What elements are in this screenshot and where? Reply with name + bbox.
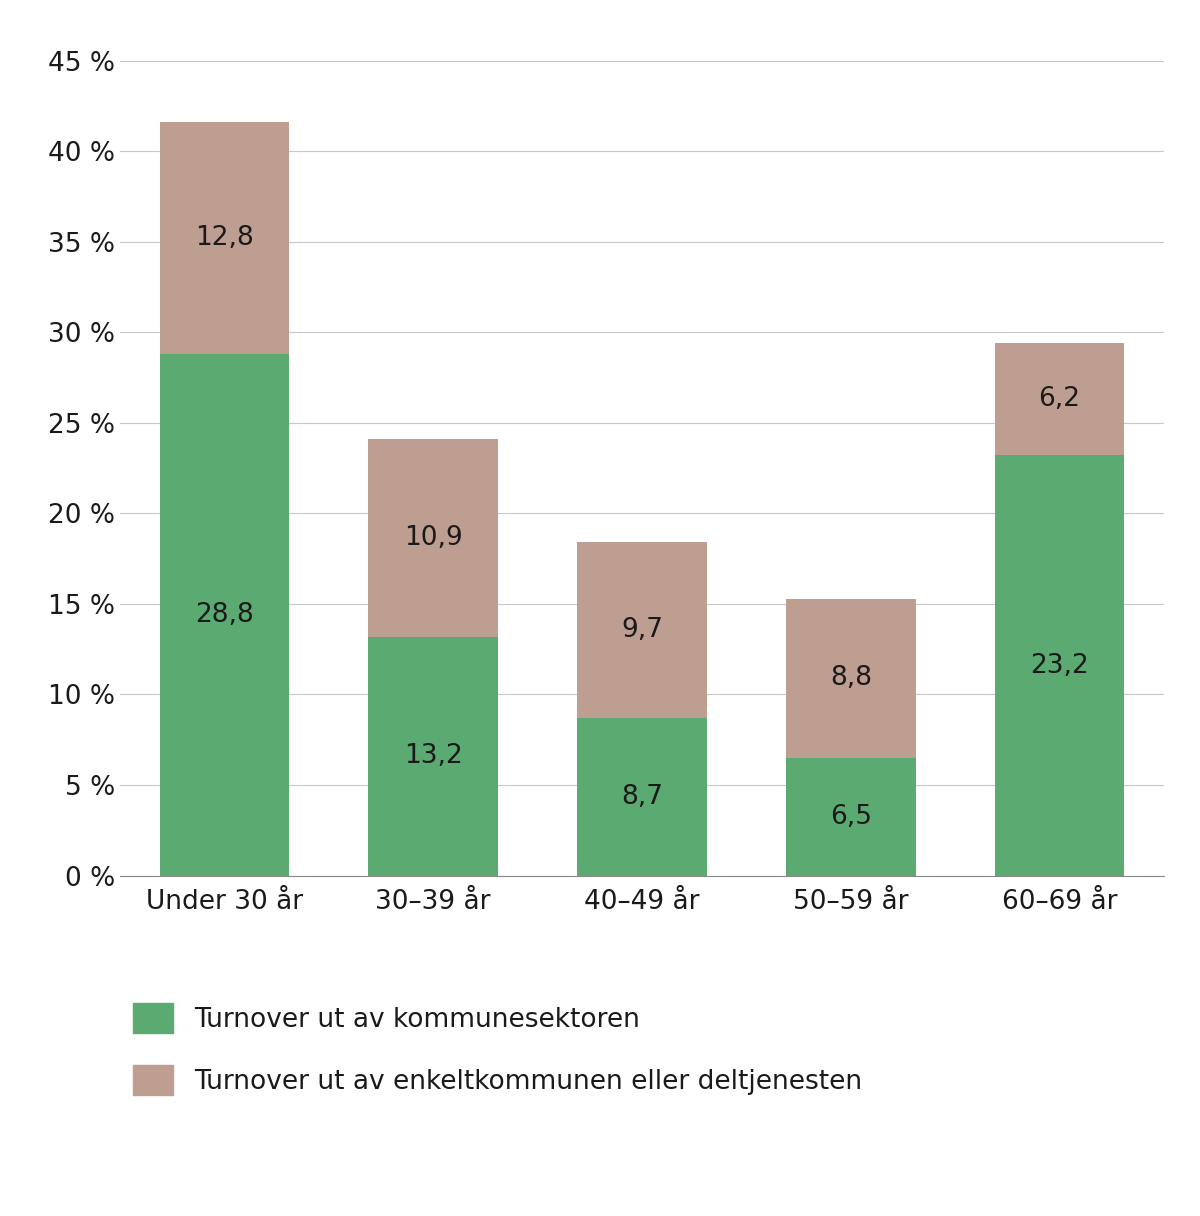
Bar [577, 717, 707, 876]
Text: 8,7: 8,7 [622, 784, 662, 810]
Bar [995, 343, 1124, 456]
Bar [786, 598, 916, 758]
Bar [786, 758, 916, 876]
Text: 9,7: 9,7 [622, 618, 662, 643]
Text: 13,2: 13,2 [404, 743, 462, 769]
Bar [160, 123, 289, 354]
Text: 6,2: 6,2 [1039, 387, 1081, 412]
Bar [368, 636, 498, 876]
Text: 23,2: 23,2 [1031, 653, 1088, 679]
Text: 10,9: 10,9 [404, 525, 462, 551]
Legend: Turnover ut av kommunesektoren, Turnover ut av enkeltkommunen eller deltjenesten: Turnover ut av kommunesektoren, Turnover… [133, 1003, 862, 1096]
Text: 12,8: 12,8 [196, 225, 253, 252]
Text: 6,5: 6,5 [830, 804, 872, 829]
Bar [577, 542, 707, 717]
Bar [368, 439, 498, 636]
Text: 28,8: 28,8 [196, 602, 253, 627]
Text: 8,8: 8,8 [830, 665, 872, 691]
Bar [160, 354, 289, 876]
Bar [995, 456, 1124, 876]
